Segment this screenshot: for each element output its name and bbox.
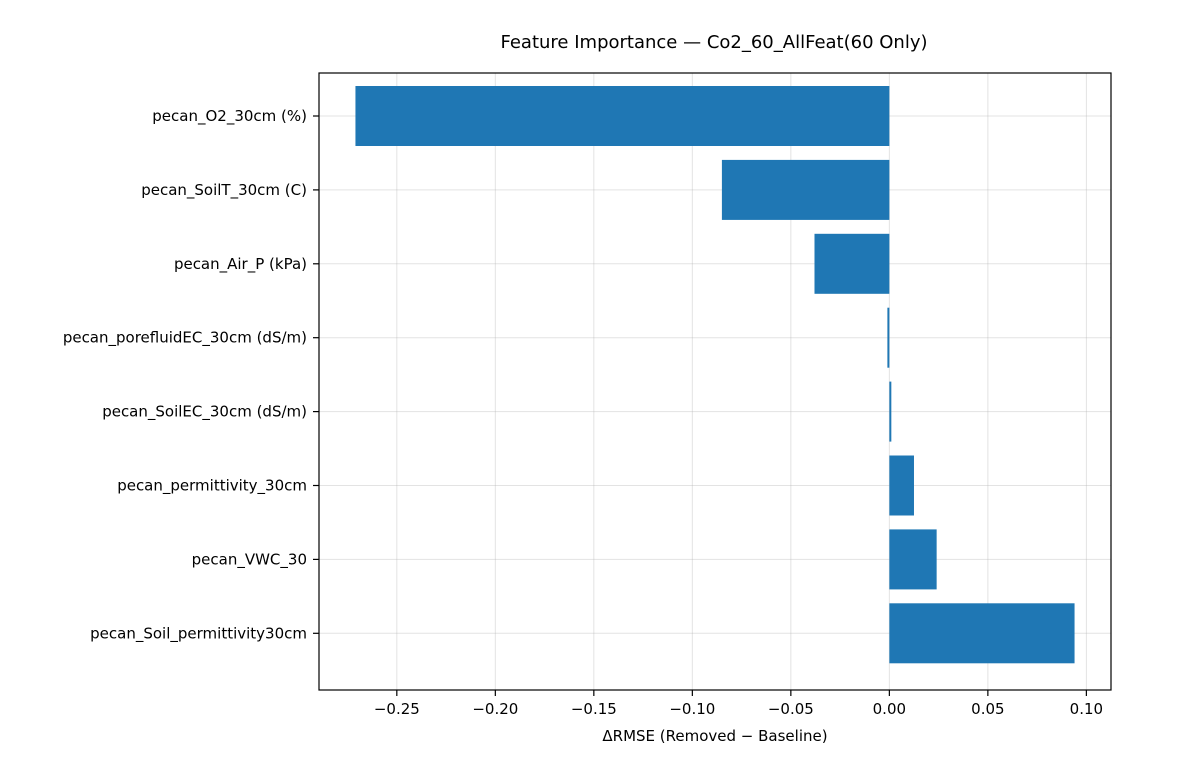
ticks-layer: −0.25 −0.20 −0.15 −0.10 −0.05 0.00 0.05 0.10 pec… bbox=[63, 107, 1103, 718]
plot-frame bbox=[318, 72, 1112, 691]
bar-8 bbox=[889, 603, 1075, 664]
bars-layer bbox=[355, 86, 1075, 664]
x-tick-label: −0.25 bbox=[374, 700, 420, 718]
chart-title: Feature Importance — Co2_60_AllFeat(60 O… bbox=[500, 32, 927, 53]
bar-2 bbox=[721, 159, 890, 220]
bar-5 bbox=[889, 381, 892, 442]
x-tick-label: 0.00 bbox=[873, 700, 906, 718]
x-tick-label: −0.15 bbox=[571, 700, 617, 718]
y-tick-label: pecan_Soil_permittivity30cm bbox=[90, 624, 307, 643]
y-tick-label: pecan_O2_30cm (%) bbox=[152, 107, 307, 126]
y-tick-label: pecan_permittivity_30cm bbox=[117, 477, 307, 496]
x-axis-label: ΔRMSE (Removed − Baseline) bbox=[602, 727, 827, 745]
y-tick-label: pecan_VWC_30 bbox=[192, 550, 307, 569]
bar-3 bbox=[814, 233, 890, 294]
y-tick-label: pecan_SoilT_30cm (C) bbox=[141, 181, 307, 200]
x-tick-label: 0.05 bbox=[971, 700, 1004, 718]
grid-layer bbox=[319, 73, 1111, 690]
x-tick-label: 0.10 bbox=[1070, 700, 1103, 718]
bar-7 bbox=[889, 529, 937, 590]
x-tick-label: −0.05 bbox=[768, 700, 814, 718]
x-tick-label: −0.10 bbox=[669, 700, 715, 718]
y-tick-label: pecan_porefluidEC_30cm (dS/m) bbox=[63, 329, 307, 348]
y-tick-label: pecan_Air_P (kPa) bbox=[174, 255, 307, 274]
x-tick-label: −0.20 bbox=[472, 700, 518, 718]
bar-4 bbox=[887, 307, 890, 368]
y-tick-label: pecan_SoilEC_30cm (dS/m) bbox=[102, 403, 307, 422]
bar-6 bbox=[889, 455, 914, 516]
bar-1 bbox=[355, 86, 890, 146]
